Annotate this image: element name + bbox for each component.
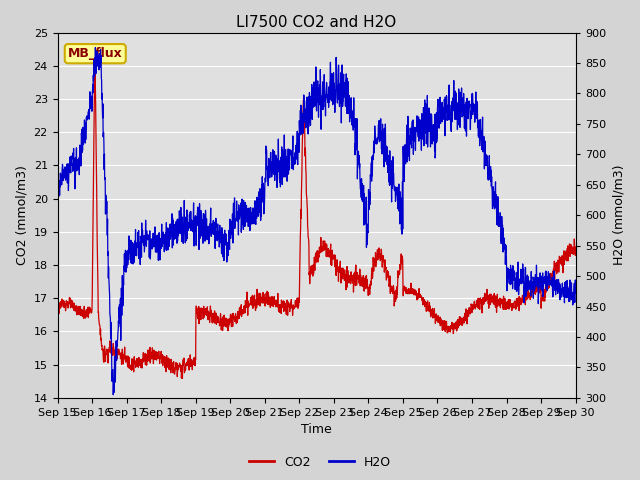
CO2 [292, 304, 300, 310]
Legend: CO2, H2O: CO2, H2O [244, 451, 396, 474]
H2O [306, 94, 314, 100]
Y-axis label: CO2 (mmol/m3): CO2 (mmol/m3) [15, 165, 28, 265]
H2O [572, 290, 579, 296]
H2O [292, 156, 300, 162]
CO2 [179, 375, 186, 381]
Line: H2O: H2O [58, 48, 575, 395]
CO2 [54, 308, 61, 314]
H2O [109, 392, 117, 397]
CO2 [557, 258, 564, 264]
CO2 [462, 306, 470, 312]
CO2 [557, 258, 565, 264]
H2O [462, 107, 470, 113]
H2O [80, 137, 88, 143]
Line: CO2: CO2 [58, 48, 575, 378]
Text: MB_flux: MB_flux [68, 47, 123, 60]
CO2 [572, 244, 579, 250]
Y-axis label: H2O (mmol/m3): H2O (mmol/m3) [612, 165, 625, 265]
H2O [54, 198, 61, 204]
CO2 [80, 309, 88, 314]
H2O [557, 295, 564, 300]
H2O [92, 45, 99, 50]
H2O [557, 290, 565, 296]
Title: LI7500 CO2 and H2O: LI7500 CO2 and H2O [236, 15, 397, 30]
CO2 [91, 45, 99, 51]
CO2 [306, 275, 314, 280]
X-axis label: Time: Time [301, 423, 332, 436]
